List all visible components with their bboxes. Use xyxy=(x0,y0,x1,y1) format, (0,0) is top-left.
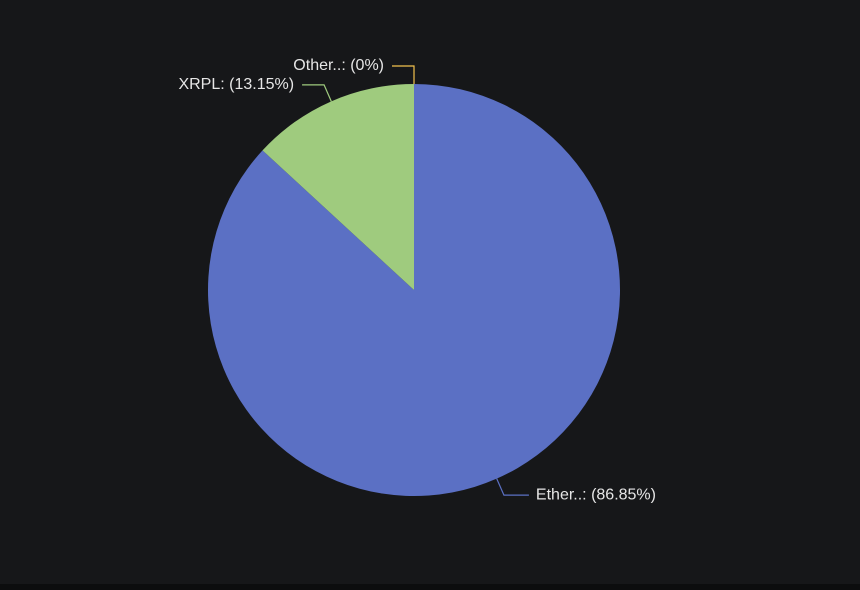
slice-label: Ether..: (86.85%) xyxy=(536,486,656,503)
bottom-bar xyxy=(0,584,860,590)
slice-label: XRPL: (13.15%) xyxy=(178,76,294,93)
pie-slice xyxy=(207,84,620,496)
leader-line xyxy=(392,65,415,84)
leader-line xyxy=(496,478,529,496)
slice-label: Other..: (0%) xyxy=(293,57,384,74)
pie-slice xyxy=(262,84,414,290)
leader-line xyxy=(302,84,332,102)
